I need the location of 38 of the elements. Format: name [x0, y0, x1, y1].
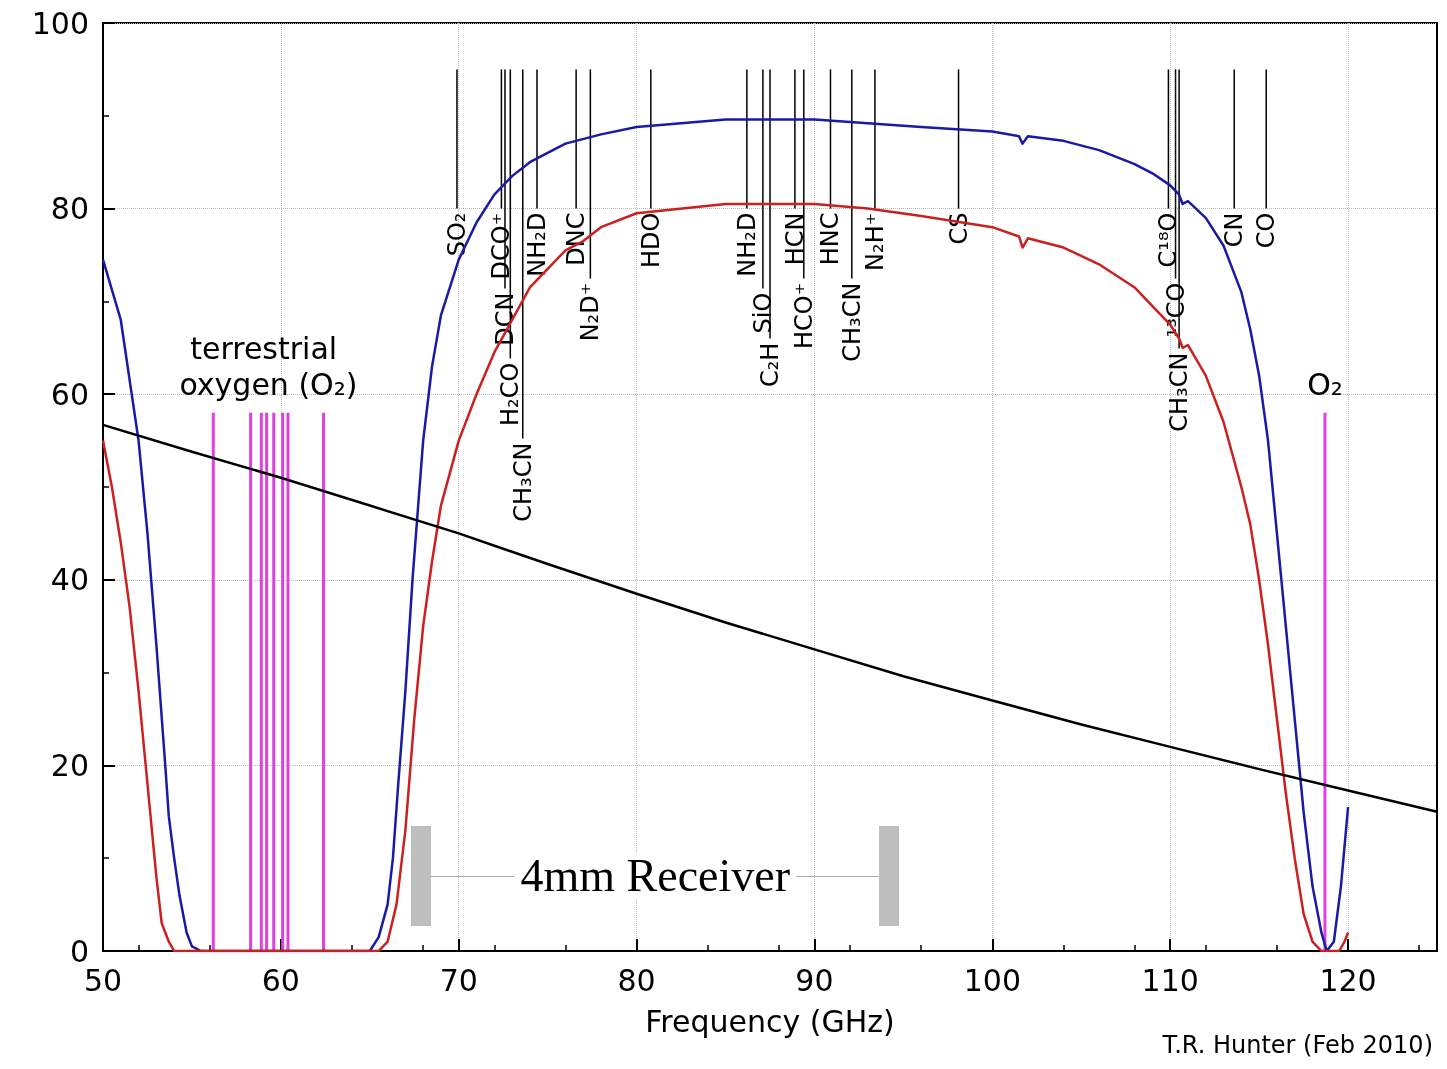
ref-line-label: ¹³CO: [1161, 282, 1190, 338]
x-tick-label: 90: [795, 962, 834, 998]
ref-line-label: C₂H: [756, 342, 784, 388]
x-tick-label: 120: [1319, 962, 1377, 998]
ref-line-label: C¹⁸O: [1154, 212, 1183, 268]
x-tick-label: 80: [617, 962, 656, 998]
ref-line-label: DCO⁺: [487, 212, 516, 280]
x-tick-label: 110: [1141, 962, 1199, 998]
x-tick-label: 60: [261, 962, 300, 998]
x-tick-label: 70: [439, 962, 478, 998]
ref-line-label: N₂D⁺: [576, 282, 605, 342]
y-tick-label: 60: [50, 376, 89, 412]
ref-line-label: H₂CO: [496, 362, 525, 426]
ref-line-label: HCN: [780, 212, 809, 266]
series-label: terrestrial oxygen (O₂): [179, 331, 358, 403]
y-tick-label: 80: [50, 191, 89, 227]
ref-line-label: CN: [1220, 212, 1249, 248]
ref-line-label: CH₃CN: [508, 442, 537, 522]
ref-line-label: HCO⁺: [789, 282, 818, 349]
series-label: O₂: [1307, 367, 1343, 403]
ref-line-label: HDO: [636, 212, 665, 269]
ref-line-label: NH₂D: [522, 212, 551, 277]
ref-line-label: CO: [1252, 212, 1281, 249]
y-tick-label: 40: [50, 562, 89, 598]
ref-line-label: NH₂D: [732, 212, 761, 277]
ref-line-label: SiO: [748, 292, 777, 334]
x-axis-title: Frequency (GHz): [645, 1003, 895, 1039]
ref-line-label: DNC: [562, 212, 591, 266]
annotation: 4mm Receiver: [514, 850, 797, 901]
ref-line-label: CH₃CN: [837, 282, 866, 362]
ref-line-label: HNC: [816, 212, 845, 266]
ref-line-label: SO₂: [442, 212, 471, 257]
text: T.R. Hunter (Feb 2010): [1161, 1031, 1434, 1059]
ref-line-label: CH₃CN: [1165, 352, 1194, 432]
x-tick-label: 100: [963, 962, 1021, 998]
ref-line-label: N₂H⁺: [860, 212, 889, 271]
y-tick-label: 20: [50, 747, 89, 783]
y-tick-label: 100: [31, 5, 89, 41]
